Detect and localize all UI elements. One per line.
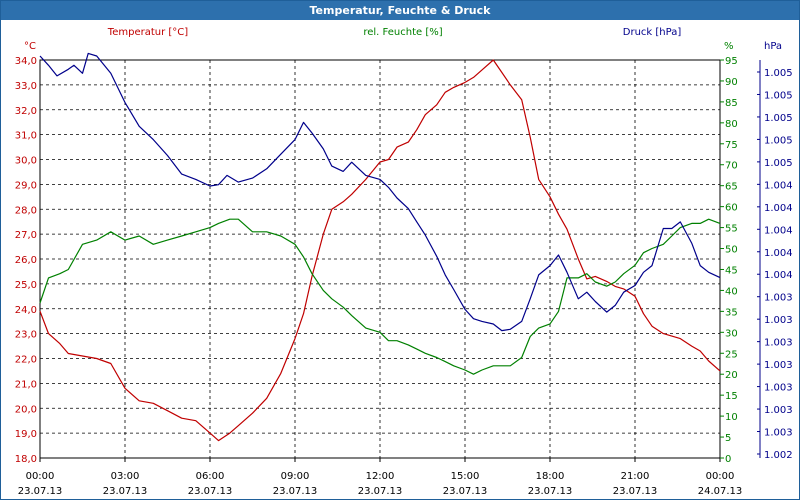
humidity-tick-label: 75 <box>725 140 738 151</box>
temp-tick-label: 34,0 <box>15 56 37 67</box>
temp-tick-label: 30,0 <box>15 156 37 167</box>
x-tick-date: 23.07.13 <box>528 486 573 497</box>
pressure-tick-label: 1.005 <box>764 135 793 146</box>
series-pressure-line <box>39 52 721 332</box>
x-tick-date: 23.07.13 <box>273 486 318 497</box>
humidity-tick-label: 45 <box>725 265 738 276</box>
pressure-tick-label: 1.003 <box>764 428 793 439</box>
x-tick-date: 23.07.13 <box>443 486 488 497</box>
pressure-tick-label: 1.004 <box>764 270 793 281</box>
humidity-tick-label: 35 <box>725 307 738 318</box>
legend-humidity: rel. Feuchte [%] <box>363 27 442 38</box>
humidity-tick-label: 20 <box>725 370 738 381</box>
x-tick-date: 23.07.13 <box>18 486 63 497</box>
legend-temperature: Temperatur [°C] <box>107 27 188 38</box>
humidity-tick-label: 55 <box>725 224 738 235</box>
series-lines <box>39 52 721 442</box>
pressure-tick-label: 1.005 <box>764 90 793 101</box>
humidity-tick-label: 90 <box>725 77 738 88</box>
temp-tick-label: 26,0 <box>15 255 37 266</box>
pressure-unit-label: hPa <box>764 41 782 52</box>
humidity-tick-label: 60 <box>725 203 738 214</box>
x-tick-date: 23.07.13 <box>613 486 658 497</box>
pressure-tick-label: 1.005 <box>764 113 793 124</box>
humidity-tick-label: 50 <box>725 245 738 256</box>
series-humidity-line <box>39 218 721 375</box>
x-tick-time: 15:00 <box>451 471 480 482</box>
x-tick-time: 00:00 <box>26 471 55 482</box>
temp-tick-label: 31,0 <box>15 131 37 142</box>
pressure-tick-label: 1.005 <box>764 158 793 169</box>
humidity-tick-label: 80 <box>725 119 738 130</box>
temp-tick-label: 32,0 <box>15 106 37 117</box>
x-tick-time: 12:00 <box>366 471 395 482</box>
temp-tick-label: 18,0 <box>15 454 37 465</box>
pressure-tick-label: 1.003 <box>764 383 793 394</box>
pressure-tick-label: 1.004 <box>764 203 793 214</box>
pressure-tick-label: 1.005 <box>764 68 793 79</box>
humidity-tick-label: 30 <box>725 328 738 339</box>
temp-tick-label: 19,0 <box>15 429 37 440</box>
pressure-tick-label: 1.004 <box>764 225 793 236</box>
pressure-tick-label: 1.004 <box>764 180 793 191</box>
pressure-tick-label: 1.002 <box>764 450 793 461</box>
pressure-tick-label: 1.003 <box>764 405 793 416</box>
series-temperature-line <box>39 59 721 442</box>
pressure-tick-label: 1.003 <box>764 293 793 304</box>
temp-tick-label: 21,0 <box>15 379 37 390</box>
humidity-tick-label: 15 <box>725 391 738 402</box>
humidity-tick-label: 95 <box>725 56 738 67</box>
pressure-tick-label: 1.003 <box>764 360 793 371</box>
temp-tick-label: 24,0 <box>15 305 37 316</box>
x-tick-time: 21:00 <box>621 471 650 482</box>
x-tick-time: 00:00 <box>706 471 735 482</box>
temp-tick-label: 28,0 <box>15 205 37 216</box>
humidity-tick-label: 85 <box>725 98 738 109</box>
x-tick-time: 18:00 <box>536 471 565 482</box>
humidity-unit-label: % <box>724 41 734 52</box>
pressure-tick-label: 1.003 <box>764 315 793 326</box>
temp-unit-label: °C <box>24 41 36 52</box>
temp-tick-label: 27,0 <box>15 230 37 241</box>
humidity-tick-label: 5 <box>725 433 731 444</box>
temp-tick-label: 25,0 <box>15 280 37 291</box>
legend-pressure: Druck [hPa] <box>623 27 682 38</box>
x-tick-time: 06:00 <box>196 471 225 482</box>
temp-tick-label: 20,0 <box>15 404 37 415</box>
humidity-tick-label: 0 <box>725 454 731 465</box>
chart-title: Temperatur, Feuchte & Druck <box>1 1 799 20</box>
x-tick-date: 23.07.13 <box>103 486 148 497</box>
temp-tick-label: 33,0 <box>15 81 37 92</box>
x-tick-date: 23.07.13 <box>188 486 233 497</box>
x-tick-date: 24.07.13 <box>698 486 743 497</box>
x-tick-time: 09:00 <box>281 471 310 482</box>
humidity-tick-label: 70 <box>725 161 738 172</box>
pressure-tick-label: 1.004 <box>764 248 793 259</box>
temp-tick-label: 23,0 <box>15 330 37 341</box>
temp-tick-label: 29,0 <box>15 180 37 191</box>
humidity-tick-label: 40 <box>725 286 738 297</box>
humidity-tick-label: 25 <box>725 349 738 360</box>
pressure-tick-label: 1.003 <box>764 338 793 349</box>
x-tick-date: 23.07.13 <box>358 486 403 497</box>
grid <box>39 59 721 459</box>
x-tick-time: 03:00 <box>111 471 140 482</box>
axes: 18,0 19,0 20,0 21,0 22,0 23,0 24,0 25,0 26,0 27,0… <box>15 27 793 497</box>
temp-tick-label: 22,0 <box>15 355 37 366</box>
humidity-tick-label: 65 <box>725 182 738 193</box>
humidity-tick-label: 10 <box>725 412 738 423</box>
